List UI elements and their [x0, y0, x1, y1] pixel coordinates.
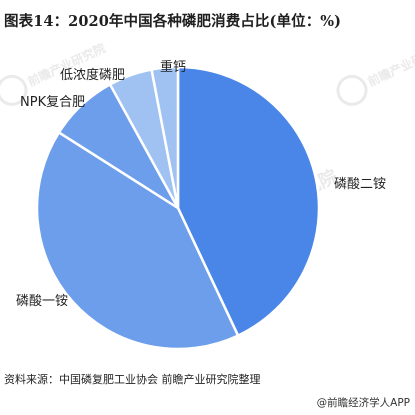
slice-label-3: 低浓度磷肥 — [60, 67, 125, 83]
watermark-text: 前瞻产业研究院 — [365, 40, 415, 89]
watermark-2: 前瞻产业研究院 — [336, 40, 415, 106]
chart-title: 图表14：2020年中国各种磷肥消费占比(单位：%) — [4, 13, 342, 30]
slice-label-4: 重钙 — [160, 59, 186, 75]
slice-label-2: NPK复合肥 — [20, 95, 85, 110]
slice-label-1: 磷酸一铵 — [16, 294, 68, 309]
slice-label-0: 磷酸二铵 — [334, 177, 386, 192]
credit-note: @前瞻经济学人APP — [316, 397, 410, 409]
pie-slice-4 — [150, 65, 180, 210]
pie-slices — [35, 65, 321, 351]
source-note: 资料来源：中国磷复肥工业协会 前瞻产业研究院整理 — [4, 373, 261, 386]
pie-slice-0 — [176, 65, 321, 337]
pie-slice-1 — [35, 131, 240, 351]
